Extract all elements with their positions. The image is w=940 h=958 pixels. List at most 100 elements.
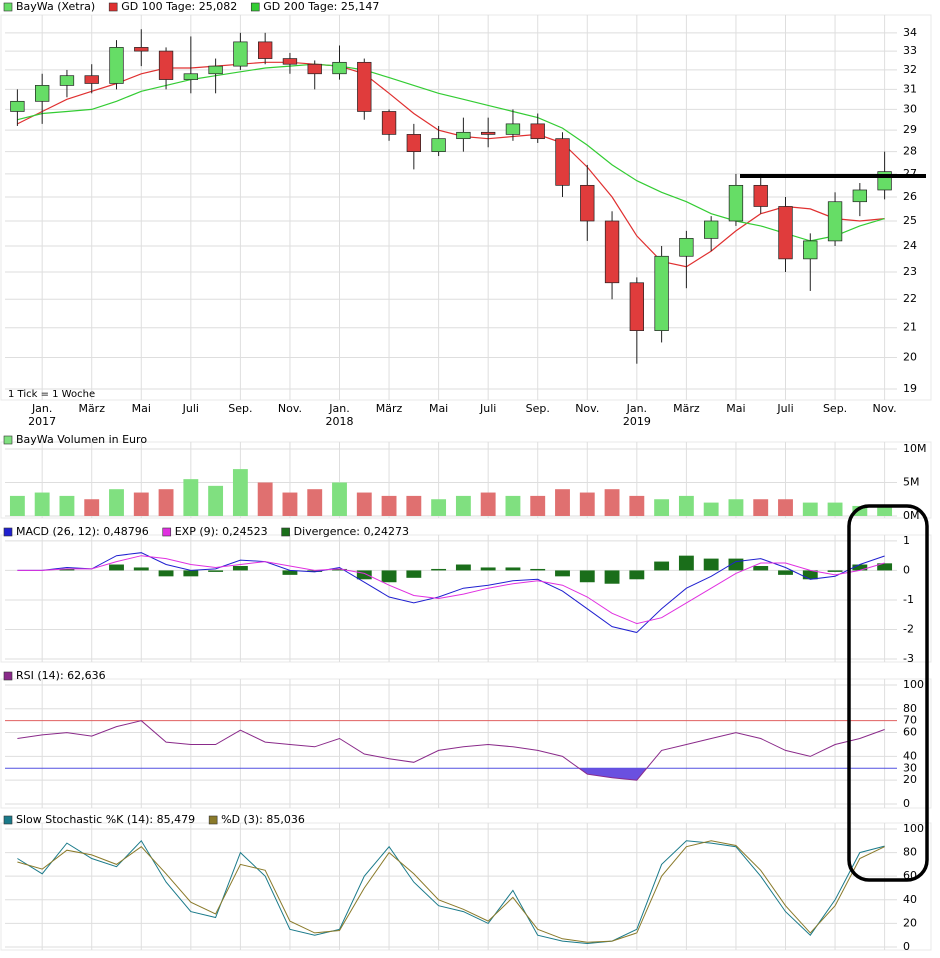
legend-label: RSI (14): 62,636 [16, 669, 106, 682]
legend-label: EXP (9): 0,24523 [175, 525, 268, 538]
volume-bar [629, 495, 645, 516]
y-tick-label: 23 [903, 265, 917, 278]
y-tick-label: 29 [903, 123, 917, 136]
volume-bar [307, 489, 323, 516]
y-tick-label: 31 [903, 82, 917, 95]
volume-bar [158, 489, 174, 516]
candle-body [456, 131, 471, 140]
candle-body [332, 61, 347, 75]
volume-bar [827, 502, 843, 516]
volume-bar [480, 492, 496, 516]
legend-swatch [3, 527, 13, 537]
divergence-bar [703, 558, 719, 571]
x-tick-label: Mai [132, 402, 151, 415]
y-tick-label: 80 [903, 846, 917, 859]
y-tick-label: 80 [903, 702, 917, 715]
y-tick-label: 20 [903, 351, 917, 364]
x-tick-label: Nov. [575, 402, 599, 415]
y-tick-label: 0 [903, 563, 910, 576]
candle-body [753, 184, 768, 207]
panel-frame [0, 441, 932, 519]
volume-bar [208, 485, 224, 516]
volume-bar [703, 502, 719, 516]
legend-swatch [208, 815, 218, 825]
candle-body [258, 41, 273, 59]
y-tick-label: 26 [903, 190, 917, 203]
y-tick-label: -2 [903, 623, 914, 636]
divergence-bar [59, 568, 75, 571]
divergence-bar [208, 570, 224, 572]
candle-body [158, 50, 174, 80]
y-tick-label: 5M [903, 476, 920, 489]
volume-bar [604, 489, 620, 516]
y-tick-label: 21 [903, 321, 917, 334]
divergence-bar [505, 567, 521, 571]
candle-body [406, 134, 421, 152]
y-tick-label: 60 [903, 726, 917, 739]
y-tick-label: 40 [903, 749, 917, 762]
legend-swatch [3, 815, 13, 825]
y-tick-label: 20 [903, 916, 917, 929]
legend-swatch [108, 2, 118, 12]
y-tick-label: 1 [903, 534, 910, 547]
x-tick-label: Sep. [526, 402, 550, 415]
divergence-bar [753, 565, 769, 571]
legend-label: Slow Stochastic %K (14): 85,479 [16, 813, 195, 826]
candle-body [84, 75, 99, 84]
y-tick-label: -1 [903, 593, 914, 606]
volume-bar [753, 499, 769, 516]
candle-body [530, 123, 545, 140]
legend-swatch [3, 671, 13, 681]
divergence-bar [158, 570, 174, 577]
volume-bar [579, 492, 595, 516]
candle-body [134, 47, 149, 52]
y-tick-label: 0 [903, 940, 910, 953]
area-below-level [579, 768, 647, 781]
volume-bar [505, 495, 521, 516]
y-tick-label: 28 [903, 145, 917, 158]
divergence-bar [877, 563, 893, 571]
volume-bar [84, 499, 100, 516]
candle-body [803, 240, 818, 260]
note: 1 Tick = 1 Woche [8, 389, 95, 400]
volume-bar [9, 495, 25, 516]
divergence-bar [356, 570, 372, 580]
divergence-bar [232, 565, 248, 571]
divergence-bar [307, 570, 323, 572]
legend-swatch [250, 2, 260, 12]
divergence-bar [431, 568, 447, 571]
divergence-bar [332, 568, 347, 571]
divergence-bar [109, 564, 124, 571]
y-tick-label: 24 [903, 239, 917, 252]
candle-body [183, 73, 198, 80]
candle-body [704, 220, 719, 239]
volume-bar [555, 489, 570, 516]
volume-bar [530, 495, 546, 516]
volume-bar [356, 492, 372, 516]
line-series [17, 720, 885, 781]
candle-body [357, 61, 372, 112]
x-tick-label: Juli [182, 402, 199, 415]
volume-bar [802, 502, 818, 516]
y-tick-label: 19 [903, 382, 917, 395]
x-sublabel: 2018 [326, 415, 354, 428]
legend-label: Divergence: 0,24273 [294, 525, 409, 538]
volume-bar [59, 495, 75, 516]
volume-bar [678, 495, 694, 516]
legend-swatch [3, 2, 13, 12]
divergence-bar [406, 570, 422, 578]
candle-body [381, 111, 397, 135]
volume-bar [381, 495, 397, 516]
volume-bar [778, 499, 793, 516]
candle-body [109, 47, 124, 84]
divergence-bar [827, 570, 843, 572]
y-tick-label: 0M [903, 509, 920, 522]
legend-label: %D (3): 85,036 [221, 813, 305, 826]
divergence-bar [579, 570, 595, 583]
x-tick-label: Sep. [228, 402, 252, 415]
divergence-bar [555, 570, 570, 577]
y-tick-label: 34 [903, 26, 917, 39]
candle-body [679, 238, 694, 257]
line-series [17, 839, 885, 945]
